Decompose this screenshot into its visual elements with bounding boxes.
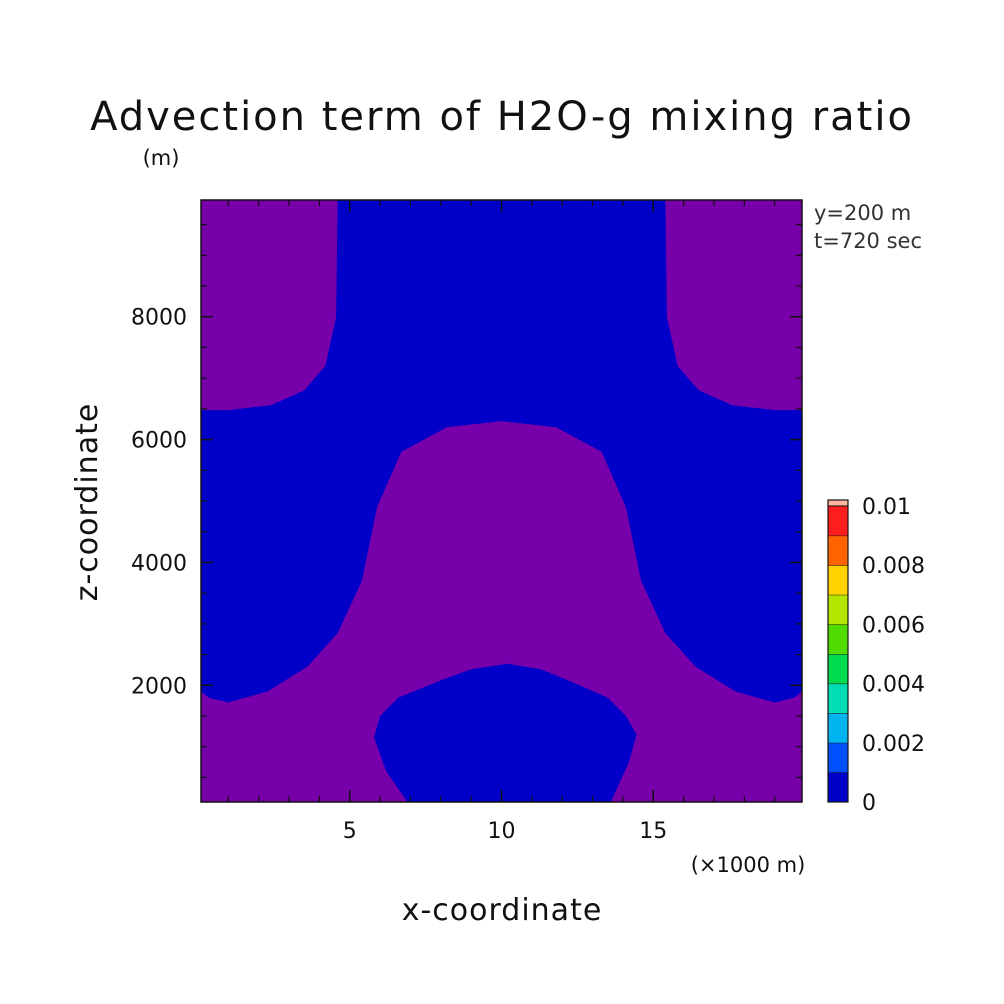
y-tick-label: 6000: [131, 429, 187, 454]
colorbar-swatch: [828, 535, 848, 566]
region-0-0.001-upper-band: [201, 200, 802, 703]
y-tick-label: 2000: [131, 674, 187, 699]
y-axis-label: z-coordinate: [70, 403, 105, 602]
colorbar-tick-label: 0.01: [862, 495, 911, 520]
x-axis-label: x-coordinate: [402, 893, 603, 928]
x-tick-label: 5: [343, 819, 357, 844]
colorbar-swatch: [828, 654, 848, 684]
x-tick-label: 10: [488, 819, 516, 844]
minor-ticks: [201, 200, 802, 802]
tick-labels: 5 10 15 2000 4000 6000 8000: [131, 306, 667, 844]
colorbar-tick-label: 0.006: [862, 613, 925, 638]
colorbar-tick-label: 0.008: [862, 554, 925, 579]
colorbar-over-cap: [828, 500, 848, 506]
colorbar-swatch: [828, 713, 848, 743]
y-axis-unit: (m): [143, 146, 180, 170]
colorbar-swatch: [828, 742, 848, 773]
colorbar-swatch: [828, 594, 848, 625]
colorbar: 0 0.002 0.004 0.006 0.008 0.01: [827, 495, 925, 816]
major-ticks: [201, 200, 802, 802]
colorbar-swatch: [828, 683, 848, 714]
x-axis-unit: (×1000 m): [691, 853, 806, 877]
x-tick-label: 15: [639, 819, 667, 844]
y-tick-label: 8000: [131, 306, 187, 331]
colorbar-tick-label: 0.004: [862, 673, 925, 698]
region-0-0.001-lower-bubble: [374, 663, 637, 802]
colorbar-tick-label: 0.002: [862, 732, 925, 757]
chart-title: Advection term of H2O-g mixing ratio: [90, 94, 914, 140]
contour-fill-regions: [201, 200, 802, 802]
colorbar-frame: [827, 499, 849, 803]
colorbar-swatch: [828, 506, 848, 536]
colorbar-tick-label: 0: [862, 791, 876, 816]
colorbar-swatch: [828, 565, 848, 595]
colorbar-swatch: [828, 772, 848, 802]
info-line-t: t=720 sec: [814, 229, 922, 253]
info-line-y: y=200 m: [814, 201, 911, 225]
y-tick-label: 4000: [131, 551, 187, 576]
colorbar-swatch: [828, 624, 848, 654]
